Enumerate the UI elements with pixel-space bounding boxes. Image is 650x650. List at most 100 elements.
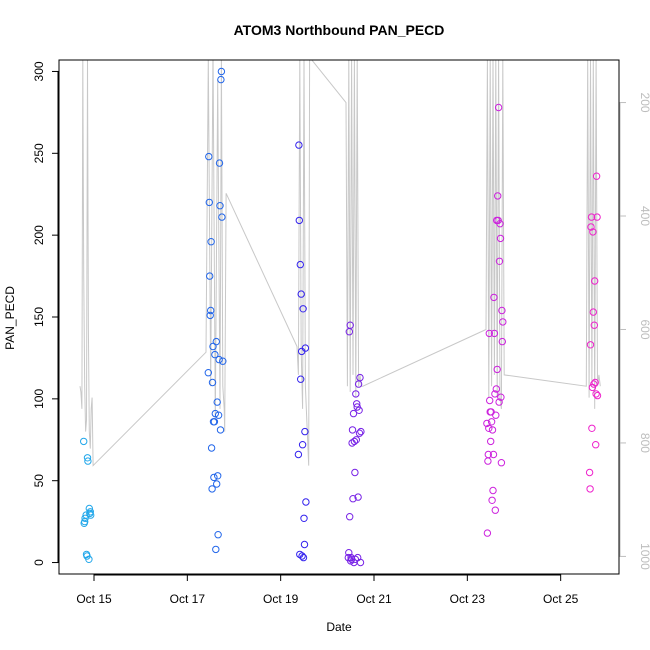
y-tick-label-5: 250 (32, 143, 46, 163)
data-point-flight_4-21 (354, 493, 362, 501)
data-point-flight_2-8 (208, 485, 216, 493)
y2-tick-label-2: 600 (638, 319, 650, 339)
data-point-flight_5-28 (496, 220, 504, 228)
data-point-flight_2-30 (219, 357, 227, 365)
data-point-flight_5-12 (488, 426, 497, 434)
data-point-flight_5-10 (487, 418, 496, 426)
data-point-flight_5-29 (496, 234, 505, 243)
data-point-flight_6-7 (589, 228, 597, 236)
data-point-flight_6-16 (593, 213, 601, 221)
y-tick-label-1: 50 (32, 474, 46, 488)
data-point-flight_5-16 (490, 329, 499, 338)
data-point-flight_5-30 (497, 393, 505, 401)
data-point-flight_3-12 (300, 514, 308, 522)
y2-tick-label-3: 800 (638, 433, 650, 453)
data-point-flight_2-9 (208, 378, 217, 387)
data-point-flight_3-9 (298, 441, 307, 449)
data-point-flight_2-27 (217, 75, 225, 84)
data-point-flight_5-22 (493, 365, 501, 374)
data-point-flight_2-3 (206, 272, 214, 280)
data-point-flight_4-23 (355, 406, 363, 414)
data-point-flight_2-19 (213, 398, 221, 406)
data-point-flight_1-0 (80, 437, 88, 446)
data-point-flight_6-14 (592, 390, 600, 398)
data-point-flight_2-7 (207, 444, 216, 452)
x-tick-label-3: Oct 21 (356, 592, 392, 606)
data-point-flight_2-10 (209, 342, 217, 351)
data-point-flight_6-9 (590, 380, 598, 388)
data-point-flight_3-10 (299, 305, 307, 313)
y-tick-label-3: 150 (32, 307, 46, 327)
pressure-track-line (79, 60, 601, 467)
data-point-flight_3-16 (302, 498, 310, 506)
data-point-flight_4-4 (346, 321, 354, 329)
data-point-flight_5-25 (494, 103, 503, 112)
data-point-flight_1-13 (87, 511, 95, 519)
data-point-flight_6-10 (590, 321, 598, 329)
data-point-flight_5-32 (498, 306, 506, 315)
data-point-flight_6-3 (587, 223, 595, 231)
data-point-flight_1-12 (86, 508, 95, 516)
data-point-flight_4-17 (352, 436, 360, 444)
data-point-flight_4-27 (357, 427, 365, 436)
data-point-flight_5-31 (497, 459, 506, 467)
x-tick-label-2: Oct 19 (263, 592, 299, 606)
data-point-flight_5-26 (495, 398, 503, 406)
data-points-layer (80, 67, 602, 567)
plot-frame (58, 59, 620, 575)
data-point-flight_4-14 (351, 468, 359, 477)
data-point-flight_2-26 (216, 426, 225, 434)
data-point-flight_5-4 (485, 424, 493, 432)
data-point-flight_5-11 (488, 496, 496, 504)
data-point-flight_5-5 (485, 329, 493, 338)
y-axis-label: PAN_PECD (3, 286, 17, 350)
data-point-flight_2-23 (215, 355, 223, 364)
data-point-flight_6-12 (591, 378, 599, 387)
data-point-flight_2-28 (217, 67, 226, 76)
data-point-flight_4-24 (355, 429, 364, 437)
y-tick-label-2: 100 (32, 389, 46, 409)
data-point-flight_3-1 (295, 141, 303, 149)
x-axis-label: Date (326, 620, 352, 634)
data-point-flight_3-6 (297, 290, 305, 298)
data-point-flight_4-16 (352, 390, 360, 398)
x-tick-label-5: Oct 25 (543, 592, 579, 606)
pressure-track-layer (79, 60, 601, 467)
data-point-flight_4-26 (356, 558, 365, 567)
data-point-flight_2-24 (215, 159, 224, 167)
data-point-flight_6-0 (585, 468, 594, 477)
data-point-flight_3-15 (301, 344, 310, 352)
data-point-flight_2-18 (213, 480, 221, 488)
data-point-flight_2-29 (218, 213, 226, 221)
data-point-flight_6-4 (587, 213, 596, 221)
data-point-flight_3-2 (295, 216, 303, 225)
data-point-flight_2-1 (205, 152, 213, 161)
data-point-flight_6-17 (593, 391, 602, 400)
data-point-flight_4-18 (353, 400, 361, 408)
data-point-flight_5-8 (487, 437, 495, 446)
data-point-flight_2-0 (204, 369, 213, 377)
data-point-flight_4-10 (349, 495, 357, 503)
data-point-flight_2-20 (214, 472, 222, 480)
data-point-flight_5-15 (490, 293, 498, 302)
data-point-flight_6-2 (586, 341, 595, 349)
y2-tick-label-4: 1000 (638, 543, 650, 570)
data-point-flight_3-11 (299, 553, 308, 562)
data-point-flight_6-15 (592, 172, 601, 180)
chart-title: ATOM3 Northbound PAN_PECD (234, 22, 445, 38)
data-point-flight_5-20 (492, 385, 500, 393)
x-tick-label-1: Oct 17 (170, 592, 206, 606)
data-point-flight_5-1 (483, 529, 492, 537)
x-tick-label-4: Oct 23 (450, 592, 486, 606)
data-point-flight_5-23 (494, 192, 502, 200)
data-point-flight_5-19 (492, 411, 500, 419)
data-point-flight_6-8 (589, 308, 597, 316)
data-point-flight_3-13 (300, 540, 309, 549)
data-point-flight_2-22 (214, 411, 223, 419)
data-point-flight_3-4 (296, 260, 304, 269)
data-point-flight_2-5 (207, 306, 215, 315)
data-point-flight_6-13 (592, 441, 600, 449)
data-point-flight_3-8 (298, 552, 306, 560)
data-point-flight_2-21 (214, 531, 222, 539)
